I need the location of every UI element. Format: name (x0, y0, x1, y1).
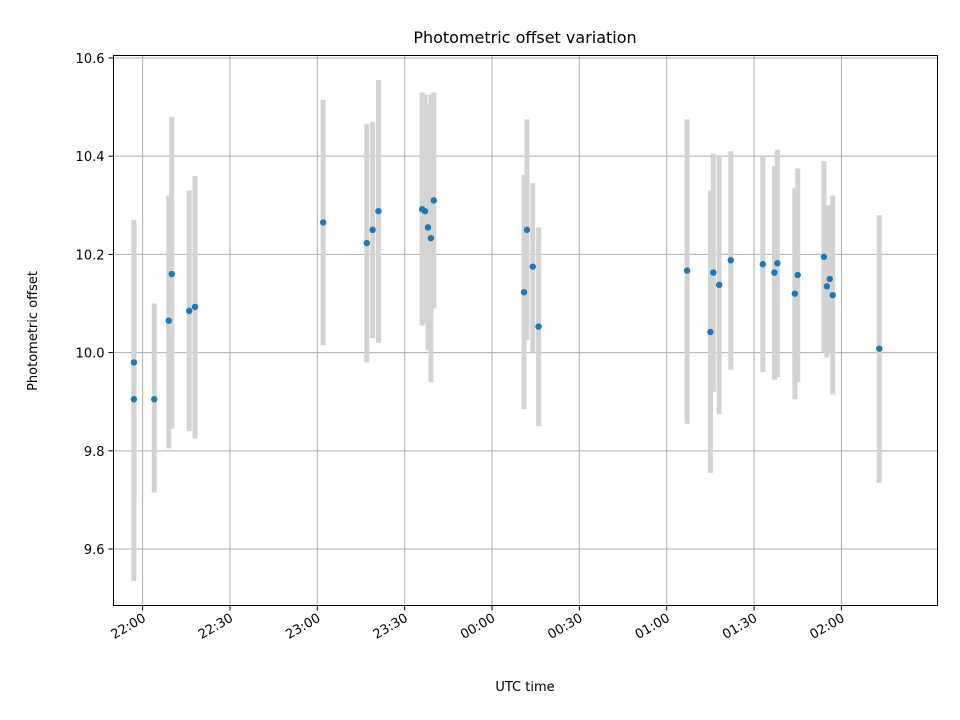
data-point (375, 207, 382, 215)
data-point (710, 269, 717, 276)
data-point (165, 317, 173, 324)
error-bars (131, 80, 882, 581)
data-point (421, 207, 429, 215)
data-point (826, 275, 833, 283)
data-point (823, 283, 831, 290)
data-point (430, 197, 437, 204)
x-tick-label: 01:00 (633, 611, 673, 643)
y-tick-label: 10.0 (76, 347, 105, 362)
data-point (771, 269, 778, 276)
y-tick-label: 10.2 (76, 248, 105, 263)
plot-frame (113, 55, 938, 606)
x-tick-label: 23:00 (283, 611, 323, 643)
data-point (683, 267, 691, 274)
data-point (319, 219, 327, 226)
data-point (168, 270, 175, 278)
data-point (186, 307, 193, 315)
y-axis-label: Photometric offset (26, 271, 41, 391)
data-point (151, 396, 158, 403)
x-tick-label: 00:00 (458, 611, 498, 643)
data-point (829, 291, 836, 299)
x-tick-label: 22:30 (196, 611, 236, 643)
x-tick-label: 01:30 (720, 611, 760, 643)
data-point (523, 226, 531, 234)
data-point (130, 359, 138, 366)
y-axis-ticks: 9.6 9.8 10.0 10.2 10.4 10.6 (76, 52, 114, 558)
x-tick-label: 22:00 (109, 611, 149, 643)
x-axis-ticks: 22:00 22:30 23:00 23:30 00:00 00:30 01:00 01:30… (109, 605, 847, 643)
x-tick-label: 00:30 (545, 611, 585, 643)
data-point (424, 224, 432, 231)
data-point (363, 239, 371, 247)
chart-title: Photometric offset variation (413, 28, 636, 47)
data-point (791, 290, 799, 297)
data-point (191, 303, 199, 311)
data-point (130, 396, 138, 403)
data-point (715, 281, 723, 289)
y-tick-label: 10.4 (76, 150, 105, 165)
data-point (707, 328, 714, 336)
data-point (529, 263, 536, 270)
y-tick-label: 10.6 (76, 52, 105, 67)
y-tick-label: 9.6 (84, 543, 105, 558)
data-point (876, 345, 883, 352)
data-points (130, 197, 883, 403)
x-tick-label: 23:30 (371, 611, 411, 643)
data-point (794, 271, 801, 279)
y-tick-label: 9.8 (84, 445, 105, 460)
x-tick-label: 02:00 (807, 611, 847, 643)
data-point (427, 234, 435, 242)
data-point (369, 226, 376, 234)
data-point (774, 260, 781, 267)
data-point (727, 257, 734, 264)
data-point (759, 261, 767, 268)
data-point (520, 288, 528, 296)
x-axis-label: UTC time (495, 680, 554, 695)
data-point (820, 253, 828, 261)
data-point (535, 323, 542, 330)
